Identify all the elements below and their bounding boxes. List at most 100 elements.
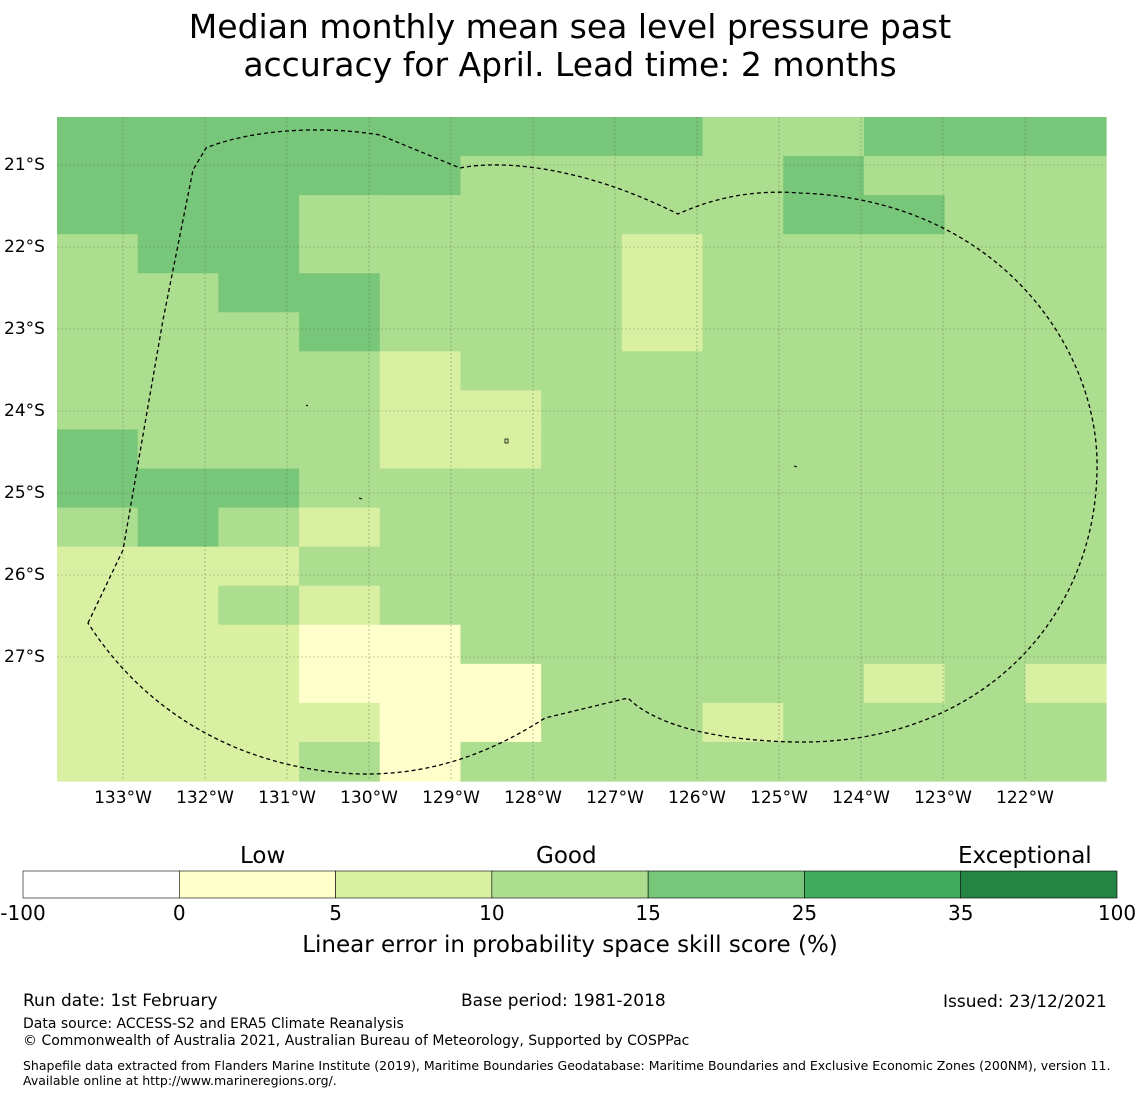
map-cell: [783, 741, 865, 782]
map-cell: [218, 468, 300, 509]
colorbar-tick-label: 25: [791, 901, 818, 925]
longitude-label: 133°W: [94, 788, 152, 808]
map-cell: [379, 156, 462, 196]
map-cell: [863, 741, 946, 782]
map-cell: [863, 585, 946, 626]
map-cell: [541, 429, 623, 470]
map-cell: [621, 507, 704, 548]
map-cell: [460, 273, 542, 313]
map-cell: [218, 507, 300, 548]
map-cell: [218, 351, 300, 392]
map-cell: [541, 507, 623, 548]
map-cell: [944, 585, 1026, 626]
map-cell: [460, 351, 542, 392]
map-cell: [944, 507, 1026, 548]
map-cell: [379, 507, 462, 548]
map-cell: [1025, 546, 1107, 587]
map-cell: [783, 546, 865, 587]
map-cell: [621, 702, 704, 743]
map-cell: [460, 234, 542, 274]
map-cell: [621, 273, 704, 313]
map-cell: [460, 507, 542, 548]
longitude-label: 129°W: [422, 788, 480, 808]
map-cell: [944, 702, 1026, 743]
map-cell: [702, 351, 784, 392]
map-cell: [1025, 273, 1107, 313]
colorbar-tick-label: -100: [0, 901, 46, 925]
latitude-label: 21°S: [4, 155, 45, 175]
map-cell: [137, 390, 219, 431]
map-cell: [702, 234, 784, 274]
map-cell: [460, 585, 542, 626]
map-cell: [299, 117, 381, 157]
map-cell: [137, 546, 219, 587]
map-cell: [1025, 156, 1107, 196]
map-cell: [783, 234, 865, 274]
map-cell: [783, 702, 865, 743]
map-cell: [57, 507, 139, 548]
colorbar-tick-label: 35: [947, 901, 974, 925]
latitude-label: 23°S: [4, 319, 45, 339]
map-cell: [299, 351, 381, 392]
map-cell: [1025, 351, 1107, 392]
issued-date: Issued: 23/12/2021: [943, 992, 1107, 1012]
map-cell: [460, 741, 542, 782]
map-cell: [621, 312, 704, 352]
map-cell: [379, 390, 462, 431]
map-cell: [57, 351, 139, 392]
map-cell: [137, 507, 219, 548]
map-cell: [863, 117, 946, 157]
map-cell: [379, 468, 462, 509]
longitude-label: 130°W: [340, 788, 398, 808]
colorbar-segment: [647, 870, 805, 899]
map-cell: [1025, 234, 1107, 274]
map-cell: [379, 117, 462, 157]
map-cell: [621, 234, 704, 274]
map-cell: [783, 624, 865, 665]
map-cell: [621, 741, 704, 782]
map-cell: [621, 624, 704, 665]
map-cell: [57, 585, 139, 626]
map-cell: [783, 117, 865, 157]
map-cell: [299, 312, 381, 352]
map-cell: [541, 351, 623, 392]
map-cell: [460, 468, 542, 509]
map-cell: [1025, 585, 1107, 626]
shapefile-credit: Shapefile data extracted from Flanders M…: [23, 1058, 1111, 1088]
island-marker-1: [504, 438, 509, 444]
map-cell: [460, 312, 542, 352]
map-cell: [299, 273, 381, 313]
colorbar-segment: [335, 870, 493, 899]
map-cell: [783, 273, 865, 313]
map-cell: [944, 390, 1026, 431]
map-cell: [379, 234, 462, 274]
map-cell: [299, 507, 381, 548]
colorbar-category-good: Good: [536, 843, 597, 869]
map-cell: [1025, 741, 1107, 782]
colorbar-tick-label: 0: [172, 901, 186, 925]
map-cell: [299, 234, 381, 274]
map-cell: [137, 429, 219, 470]
map-cell: [57, 117, 139, 157]
map-cell: [621, 390, 704, 431]
map-cell: [863, 663, 946, 704]
copyright: © Commonwealth of Australia 2021, Austra…: [23, 1033, 690, 1049]
longitude-label: 131°W: [258, 788, 316, 808]
map-cell: [541, 585, 623, 626]
map-cell: [783, 195, 865, 235]
map-cell: [621, 546, 704, 587]
map-cell: [460, 390, 542, 431]
map-cell: [944, 546, 1026, 587]
map-cell: [944, 741, 1026, 782]
longitude-label: 122°W: [996, 788, 1054, 808]
map-cell: [57, 156, 139, 196]
map-cell: [541, 195, 623, 235]
map-cell: [1025, 390, 1107, 431]
map-cell: [702, 156, 784, 196]
map-cell: [621, 429, 704, 470]
map-cell: [702, 273, 784, 313]
base-period: Base period: 1981-2018: [461, 991, 666, 1011]
map-cell: [541, 390, 623, 431]
map-cell: [379, 273, 462, 313]
map-cell: [218, 585, 300, 626]
